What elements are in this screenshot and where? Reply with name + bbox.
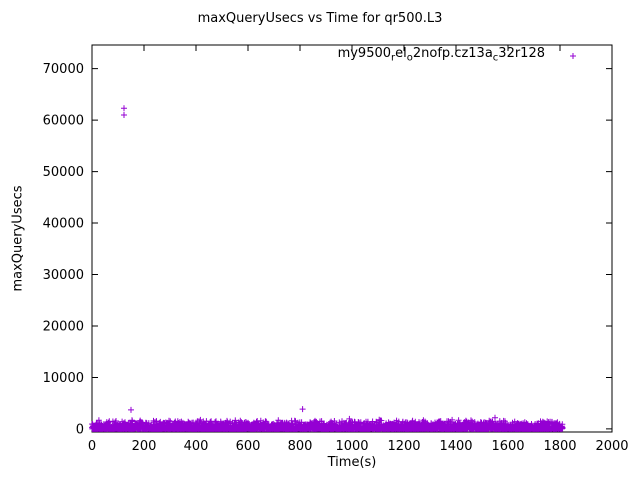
x-tick-label: 600 <box>236 439 261 454</box>
legend-label-segment: 32r128 <box>498 46 545 61</box>
x-tick-label: 2000 <box>595 439 628 454</box>
x-tick-label: 1400 <box>439 439 472 454</box>
x-tick-label: 1600 <box>491 439 524 454</box>
scatter-points <box>89 105 566 432</box>
y-tick-label: 60000 <box>43 114 84 129</box>
y-tick-label: 10000 <box>43 371 84 386</box>
y-tick-label: 20000 <box>43 319 84 334</box>
x-tick-label: 800 <box>288 439 313 454</box>
x-tick-label: 1800 <box>543 439 576 454</box>
legend: my9500relo2nofp.cz13ac32r128 <box>338 46 545 64</box>
x-tick-label: 200 <box>132 439 157 454</box>
x-axis-label: Time(s) <box>327 455 377 470</box>
legend-label-subscript: r <box>391 52 396 64</box>
legend-label-segment: el <box>395 46 407 61</box>
x-tick-label: 1200 <box>387 439 420 454</box>
y-tick-label: 50000 <box>43 165 84 180</box>
y-axis-label: maxQueryUsecs <box>10 185 26 292</box>
plot-frame <box>91 44 613 433</box>
x-tick-label: 400 <box>184 439 209 454</box>
x-tick-label: 1000 <box>335 439 368 454</box>
legend-label-segment: 2nofp.cz13a <box>412 46 493 61</box>
y-tick-label: 0 <box>76 422 84 437</box>
y-tick-label: 30000 <box>43 268 84 283</box>
chart-title: maxQueryUsecs vs Time for qr500.L3 <box>197 11 443 26</box>
legend-label-segment: my9500 <box>337 46 392 61</box>
y-tick-label: 70000 <box>43 62 84 77</box>
y-tick-label: 40000 <box>43 217 84 232</box>
x-tick-label: 0 <box>88 439 96 454</box>
legend-label-subscript: c <box>492 52 499 64</box>
legend-marker-plus-icon <box>570 53 576 59</box>
legend-label: my9500relo2nofp.cz13ac32r128 <box>337 46 545 64</box>
legend-label-subscript: o <box>406 52 413 64</box>
